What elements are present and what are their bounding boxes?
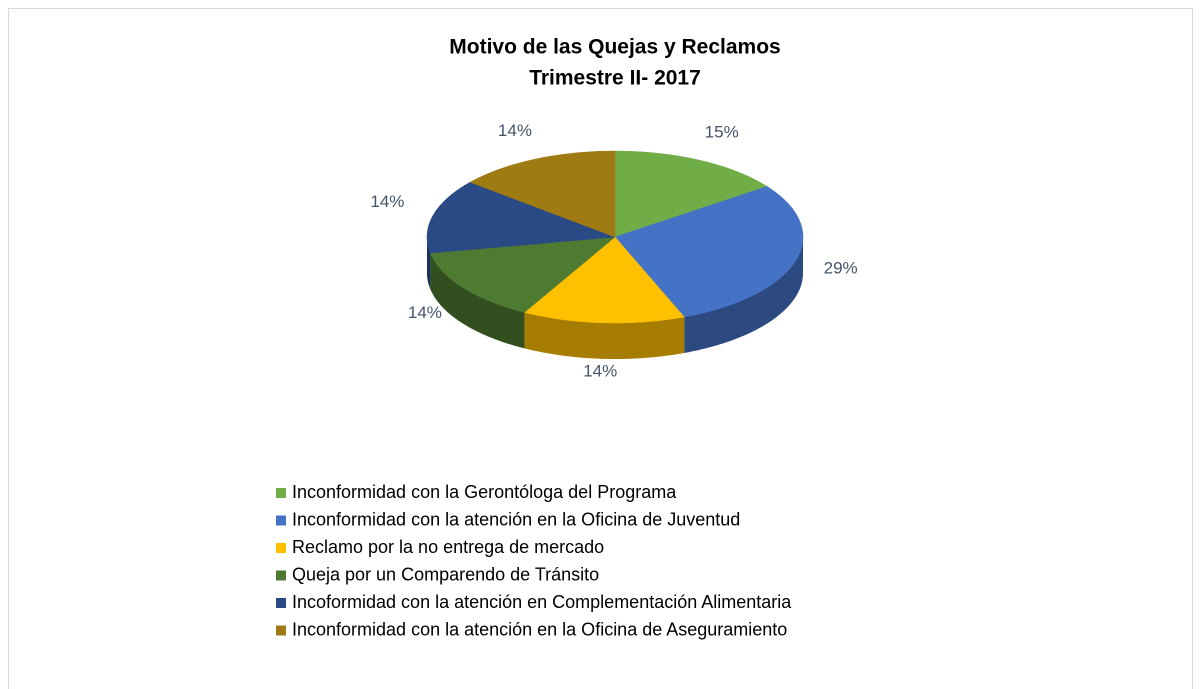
legend-swatch (276, 598, 286, 608)
data-label: 14% (498, 121, 532, 140)
data-label: 14% (583, 362, 617, 381)
slice (426, 181, 616, 254)
legend-label: Inconformidad con la Gerontóloga del Pro… (292, 482, 677, 502)
legend-label: Incoformidad con la atención en Compleme… (292, 592, 792, 612)
chart-subtitle: Trimestre II- 2017 (529, 67, 701, 90)
slice-side-shade (684, 237, 803, 353)
legend-swatch (276, 570, 286, 581)
slice-side (427, 237, 431, 290)
slice (523, 236, 685, 324)
chart-title: Motivo de las Quejas y Reclamos (449, 36, 780, 59)
legend-label: Inconformidad con la atención en la Ofic… (292, 619, 787, 639)
slice-side-shade (430, 253, 525, 349)
legend-label: Inconformidad con la atención en la Ofic… (292, 509, 740, 529)
data-label: 15% (705, 123, 739, 142)
data-label: 29% (824, 259, 858, 278)
slice-side (430, 253, 525, 349)
slice-side (524, 312, 685, 359)
data-label: 14% (370, 192, 404, 211)
slice (429, 236, 616, 313)
legend-label: Queja por un Comparendo de Tránsito (292, 564, 599, 584)
data-label: 14% (408, 303, 442, 322)
slice-side (684, 237, 803, 353)
legend-swatch (276, 488, 286, 498)
legend-label: Reclamo por la no entrega de mercado (292, 537, 604, 557)
legend-swatch (276, 543, 286, 553)
slice (614, 150, 768, 238)
slice (469, 150, 616, 238)
slice (614, 186, 804, 318)
legend-swatch (276, 625, 286, 636)
slice-side-shade (524, 312, 685, 359)
legend-swatch (276, 515, 286, 526)
slice-side-shade (427, 237, 431, 290)
